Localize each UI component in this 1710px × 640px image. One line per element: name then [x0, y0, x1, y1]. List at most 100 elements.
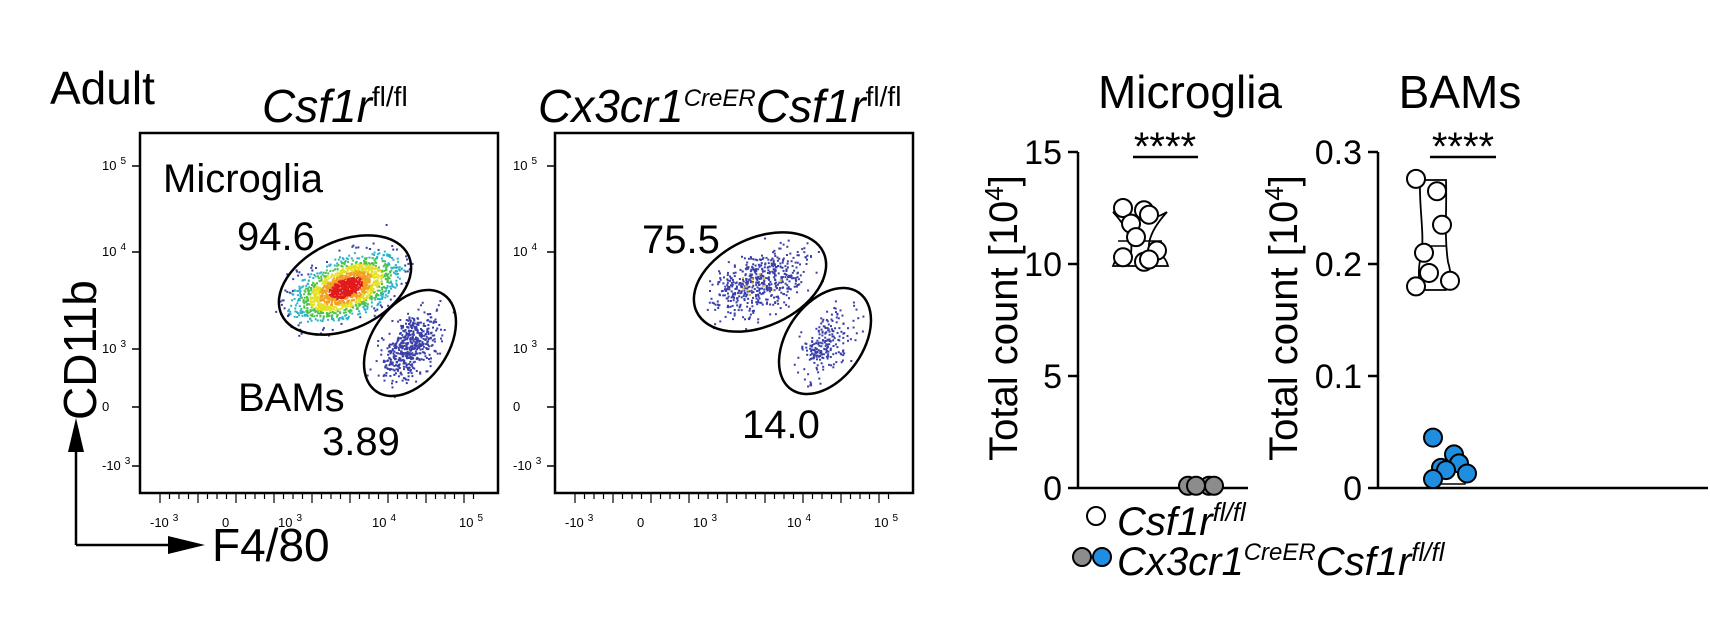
event-dot: [792, 277, 795, 280]
event-dot: [404, 270, 407, 273]
event-dot: [852, 319, 855, 322]
event-dot: [766, 289, 769, 292]
event-dot: [364, 264, 367, 267]
event-dot: [361, 266, 364, 269]
event-dot: [366, 289, 369, 292]
event-dot: [416, 330, 419, 333]
event-dot: [310, 319, 313, 322]
event-dot: [815, 327, 818, 330]
event-dot: [830, 364, 833, 367]
event-dot: [395, 372, 397, 375]
event-dot: [767, 288, 770, 291]
event-dot: [338, 288, 341, 291]
event-dot: [353, 266, 356, 269]
event-dot: [373, 307, 376, 310]
event-dot: [354, 301, 357, 304]
event-dot: [732, 281, 735, 284]
event-dot: [811, 340, 814, 343]
event-dot: [358, 266, 360, 269]
event-dot: [341, 276, 344, 279]
event-dot: [328, 312, 331, 315]
event-dot: [772, 268, 775, 271]
event-dot: [768, 283, 770, 286]
event-dot: [326, 303, 329, 306]
event-dot: [378, 282, 381, 285]
event-dot: [831, 328, 833, 331]
event-dot: [767, 258, 770, 261]
event-dot: [298, 314, 300, 317]
event-dot: [386, 367, 389, 370]
p1-y-tick-label: 10 5: [102, 156, 126, 173]
event-dot: [378, 285, 381, 288]
event-dot: [315, 310, 318, 313]
event-dot: [765, 256, 768, 259]
event-dot: [349, 281, 352, 284]
panel1-bams-label: BAMs: [238, 376, 345, 420]
event-dot: [302, 311, 305, 314]
event-dot: [729, 279, 731, 282]
event-dot: [807, 385, 810, 388]
event-dot: [407, 378, 410, 381]
event-dot: [763, 290, 766, 293]
event-dot: [352, 272, 355, 275]
event-dot: [749, 256, 752, 259]
event-dot: [389, 271, 392, 274]
event-dot: [725, 290, 728, 292]
event-dot: [346, 283, 349, 286]
event-dot: [736, 299, 739, 302]
event-dot: [347, 286, 349, 289]
flow-axis-arrows: CD11b F4/80: [54, 280, 330, 571]
event-dot: [434, 318, 437, 321]
event-dot: [309, 317, 311, 320]
event-dot: [334, 309, 337, 312]
event-dot: [410, 372, 413, 375]
event-dot: [761, 274, 764, 277]
event-dot: [837, 317, 840, 320]
event-dot: [808, 358, 811, 361]
event-dot: [380, 286, 383, 289]
event-dot: [760, 262, 763, 265]
event-dot: [350, 263, 353, 266]
event-dot: [774, 278, 776, 281]
event-dot: [306, 311, 309, 314]
event-dot: [334, 302, 337, 305]
event-dot: [752, 291, 755, 294]
event-dot: [771, 264, 773, 267]
event-dot: [414, 352, 417, 355]
event-dot: [325, 269, 328, 272]
event-dot: [724, 315, 727, 318]
event-dot: [381, 269, 384, 272]
event-dot: [307, 320, 309, 323]
event-dot: [842, 354, 845, 357]
event-dot: [366, 280, 369, 283]
event-dot: [826, 320, 829, 323]
event-dot: [727, 286, 730, 289]
event-dot: [377, 340, 380, 342]
event-dot: [435, 321, 438, 324]
event-dot: [357, 246, 360, 249]
event-dot: [754, 264, 757, 267]
event-dot: [310, 303, 313, 306]
event-dot: [374, 258, 377, 261]
event-dot: [734, 282, 737, 285]
event-dot: [313, 308, 316, 311]
event-dot: [777, 302, 780, 305]
event-dot: [322, 318, 325, 321]
event-dot: [734, 292, 737, 294]
event-dot: [751, 281, 754, 283]
event-dot: [350, 302, 353, 305]
event-dot: [774, 255, 777, 257]
event-dot: [363, 264, 366, 266]
event-dot: [372, 291, 375, 294]
event-dot: [814, 350, 817, 353]
event-dot: [358, 310, 361, 313]
event-dot: [820, 350, 823, 352]
event-dot: [388, 277, 391, 280]
event-dot: [311, 315, 314, 318]
event-dot: [416, 321, 419, 324]
event-dot: [336, 308, 339, 310]
event-dot: [406, 351, 409, 353]
event-dot: [365, 261, 368, 264]
data-point: [1414, 242, 1434, 263]
event-dot: [397, 359, 400, 362]
